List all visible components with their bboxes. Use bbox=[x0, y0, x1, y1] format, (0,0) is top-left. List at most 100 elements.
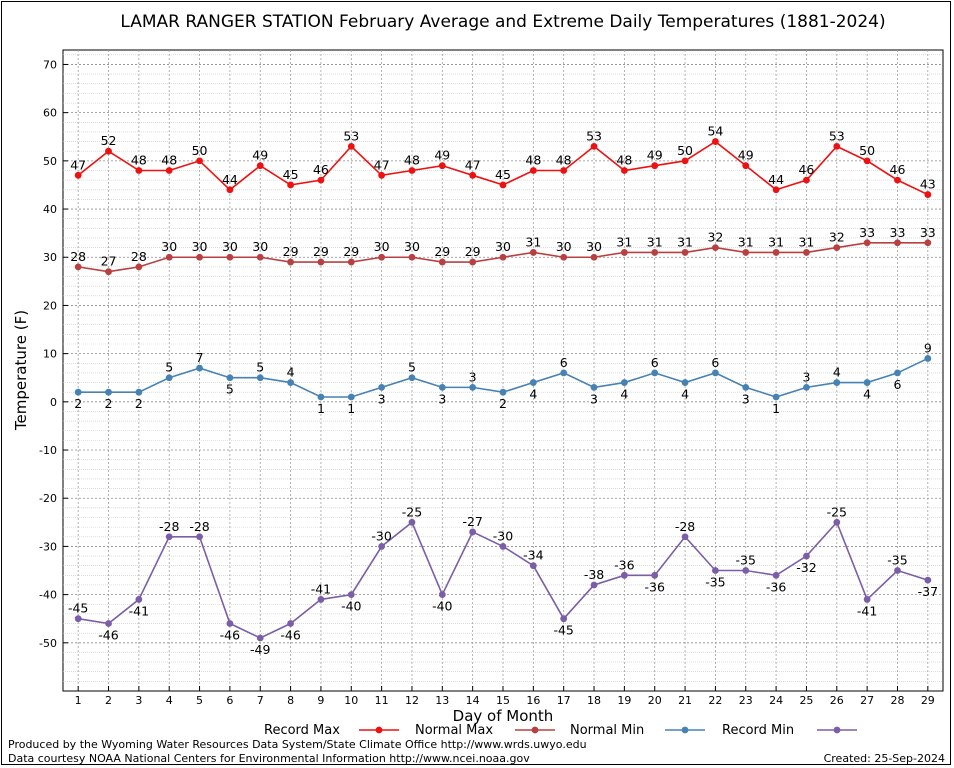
data-point bbox=[529, 562, 537, 570]
x-tick-label: 4 bbox=[166, 694, 173, 707]
data-label: -35 bbox=[705, 575, 725, 590]
data-label: 30 bbox=[556, 239, 572, 254]
x-tick-label: 18 bbox=[587, 694, 601, 707]
data-point bbox=[529, 167, 537, 174]
data-point bbox=[833, 244, 841, 252]
data-label: 2 bbox=[74, 396, 82, 411]
data-point bbox=[226, 374, 234, 382]
data-point bbox=[196, 157, 203, 165]
data-point bbox=[438, 591, 446, 599]
data-label: 2 bbox=[499, 396, 507, 411]
data-point bbox=[378, 383, 386, 391]
y-axis-title: Temperature (F) bbox=[12, 310, 30, 431]
data-point bbox=[196, 533, 203, 541]
y-tick-label: 0 bbox=[50, 396, 57, 409]
data-point bbox=[105, 620, 112, 627]
data-label: 49 bbox=[252, 148, 268, 163]
data-label: 49 bbox=[647, 148, 663, 163]
data-label: 29 bbox=[313, 244, 329, 259]
data-point bbox=[347, 142, 355, 150]
data-point bbox=[378, 543, 386, 550]
data-label: 48 bbox=[161, 152, 177, 167]
data-label: -32 bbox=[796, 560, 816, 575]
data-label: 5 bbox=[256, 360, 264, 375]
data-point bbox=[499, 181, 507, 189]
y-tick-label: 50 bbox=[43, 155, 57, 168]
data-point bbox=[499, 388, 507, 396]
data-point bbox=[105, 147, 112, 155]
data-point bbox=[651, 571, 659, 579]
data-point bbox=[772, 186, 780, 194]
data-point bbox=[469, 258, 477, 266]
y-tick-label: 70 bbox=[43, 58, 57, 71]
data-label: 29 bbox=[343, 244, 359, 259]
legend-label: Record Max bbox=[264, 723, 340, 738]
legend-label: Normal Max bbox=[415, 723, 493, 738]
data-label: -28 bbox=[675, 519, 695, 534]
data-label: 31 bbox=[647, 234, 663, 249]
data-point bbox=[681, 157, 689, 165]
data-point bbox=[469, 528, 477, 536]
data-label: 31 bbox=[738, 234, 754, 249]
legend-label: Normal Min bbox=[570, 723, 644, 738]
data-point bbox=[894, 239, 901, 247]
data-point bbox=[803, 552, 810, 560]
data-point bbox=[438, 162, 446, 170]
data-label: -46 bbox=[98, 628, 118, 643]
x-tick-label: 17 bbox=[557, 694, 571, 707]
data-label: 3 bbox=[590, 391, 598, 406]
data-label: 29 bbox=[434, 244, 450, 259]
data-point bbox=[681, 249, 689, 256]
data-point bbox=[287, 620, 294, 627]
data-label: 1 bbox=[317, 401, 325, 416]
data-point bbox=[347, 258, 355, 266]
data-point bbox=[772, 571, 780, 579]
data-point bbox=[742, 567, 750, 574]
data-point bbox=[894, 369, 901, 377]
data-label: -28 bbox=[189, 519, 209, 534]
data-label: 7 bbox=[196, 350, 204, 365]
data-point bbox=[620, 571, 628, 579]
data-point bbox=[165, 167, 173, 174]
y-tick-label: 30 bbox=[43, 251, 57, 264]
data-label: 4 bbox=[863, 387, 871, 402]
data-point bbox=[317, 596, 325, 603]
data-point bbox=[287, 181, 294, 189]
x-tick-label: 6 bbox=[226, 694, 233, 707]
data-point bbox=[499, 253, 507, 261]
data-label: 53 bbox=[829, 128, 845, 143]
y-tick-label: -40 bbox=[39, 589, 57, 602]
x-tick-label: 23 bbox=[739, 694, 753, 707]
data-label: -41 bbox=[311, 581, 331, 596]
x-tick-label: 16 bbox=[526, 694, 540, 707]
data-label: -36 bbox=[645, 579, 665, 594]
data-point bbox=[803, 249, 810, 256]
x-axis-title: Day of Month bbox=[453, 707, 554, 725]
data-point bbox=[408, 167, 416, 174]
data-point bbox=[620, 249, 628, 256]
data-point bbox=[165, 533, 173, 541]
data-label: 30 bbox=[495, 239, 511, 254]
data-label: 33 bbox=[920, 225, 936, 240]
data-point bbox=[74, 388, 82, 396]
data-point bbox=[560, 369, 568, 377]
data-label: -36 bbox=[614, 557, 634, 572]
x-tick-label: 28 bbox=[890, 694, 904, 707]
data-point bbox=[924, 576, 932, 584]
data-label: 4 bbox=[681, 387, 689, 402]
x-tick-label: 9 bbox=[317, 694, 324, 707]
data-point bbox=[590, 253, 598, 261]
data-label: -46 bbox=[280, 628, 300, 643]
data-label: 32 bbox=[707, 230, 723, 245]
data-point bbox=[742, 249, 750, 256]
data-label: 3 bbox=[469, 369, 477, 384]
data-label: -45 bbox=[553, 623, 573, 638]
data-point bbox=[712, 567, 719, 574]
data-point bbox=[924, 239, 932, 247]
x-tick-label: 12 bbox=[405, 694, 419, 707]
data-label: 45 bbox=[283, 167, 299, 182]
data-label: -46 bbox=[220, 628, 240, 643]
data-label: 30 bbox=[252, 239, 268, 254]
data-point bbox=[438, 258, 446, 266]
data-point bbox=[196, 253, 203, 261]
